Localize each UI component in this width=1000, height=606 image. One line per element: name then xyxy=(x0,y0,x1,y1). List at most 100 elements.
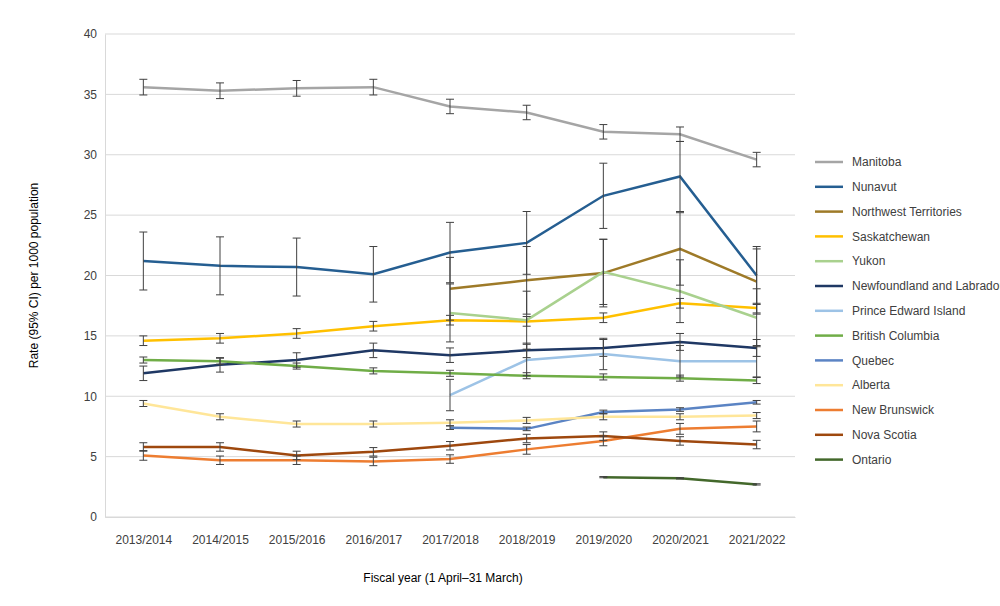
y-tick-label: 15 xyxy=(84,329,98,343)
error-bar-stem xyxy=(603,313,604,323)
error-bar-cap xyxy=(446,283,454,284)
legend-item: Manitoba xyxy=(815,155,902,169)
error-bar-cap xyxy=(139,460,147,461)
error-bar-cap xyxy=(753,248,761,249)
error-bar-cap xyxy=(599,476,607,477)
error-bar-cap xyxy=(523,343,531,344)
error-bar xyxy=(446,348,454,362)
error-bar-stem xyxy=(450,442,451,450)
error-bar-stem xyxy=(143,443,144,451)
grid-line xyxy=(105,215,795,216)
error-bar-cap xyxy=(523,378,531,379)
error-bar xyxy=(676,408,684,412)
error-bar xyxy=(523,291,531,349)
error-bar-cap xyxy=(139,289,147,290)
legend-label: Nunavut xyxy=(852,180,897,194)
error-bar-cap xyxy=(446,441,454,442)
error-bar-cap xyxy=(216,364,224,365)
error-bar-stem xyxy=(296,451,297,459)
error-bar-cap xyxy=(599,413,607,414)
error-bar-stem xyxy=(220,333,221,343)
error-bar xyxy=(216,358,224,364)
error-bar-cap xyxy=(523,417,531,418)
error-bar-cap xyxy=(599,410,607,411)
legend-swatch xyxy=(815,384,843,387)
y-tick: 10 xyxy=(84,390,105,404)
error-bar-cap xyxy=(599,445,607,446)
legend: ManitobaNunavutNorthwest TerritoriesSask… xyxy=(815,155,1000,467)
error-bar-cap xyxy=(216,442,224,443)
error-bar-cap xyxy=(599,139,607,140)
error-bar xyxy=(369,421,377,427)
error-bar-cap xyxy=(523,423,531,424)
error-bar-cap xyxy=(753,448,761,449)
y-axis-title: Rate (95% CI) per 1000 population xyxy=(27,183,41,368)
error-bar-cap xyxy=(369,457,377,458)
error-bar-cap xyxy=(676,436,684,437)
legend-label: Alberta xyxy=(852,378,890,392)
error-bar xyxy=(216,414,224,420)
error-bar-cap xyxy=(293,352,301,353)
error-bar-cap xyxy=(599,369,607,370)
error-bar-cap xyxy=(446,376,454,377)
error-bar-cap xyxy=(523,444,531,445)
error-bar xyxy=(599,163,607,228)
error-bar-cap xyxy=(369,357,377,358)
error-bar-cap xyxy=(446,99,454,100)
legend-swatch xyxy=(815,186,843,189)
error-bar-cap xyxy=(753,440,761,441)
legend-item: Nunavut xyxy=(815,180,897,194)
error-bar-cap xyxy=(369,79,377,80)
legend-swatch xyxy=(815,458,843,461)
error-bar-cap xyxy=(369,321,377,322)
error-bar xyxy=(293,329,301,339)
error-bar-stem xyxy=(296,329,297,339)
error-bar xyxy=(523,417,531,423)
error-bar xyxy=(523,445,531,455)
error-bar-cap xyxy=(753,485,761,486)
y-tick-label: 10 xyxy=(84,390,98,404)
error-bar xyxy=(676,423,684,434)
error-bar-cap xyxy=(139,442,147,443)
error-bar xyxy=(599,313,607,323)
error-bar-cap xyxy=(446,113,454,114)
error-bar xyxy=(523,344,531,375)
error-bar-stem xyxy=(756,289,757,347)
x-tick-label: 2017/2018 xyxy=(422,533,479,547)
error-bar-stem xyxy=(373,321,374,331)
error-bar-cap xyxy=(676,126,684,127)
error-bar-cap xyxy=(369,373,377,374)
error-bar xyxy=(293,80,301,96)
legend-swatch xyxy=(815,285,843,288)
error-bar-cap xyxy=(369,447,377,448)
error-bar xyxy=(446,455,454,463)
error-bar-cap xyxy=(753,288,761,289)
error-bar-stem xyxy=(143,79,144,95)
error-bar-cap xyxy=(753,418,761,419)
error-bar-cap xyxy=(676,259,684,260)
error-bar-stem xyxy=(526,291,527,349)
x-tick: 2020/2021 xyxy=(652,517,709,547)
error-bar-stem xyxy=(526,373,527,379)
error-bar xyxy=(753,346,761,377)
error-bar-cap xyxy=(676,434,684,435)
error-bar-cap xyxy=(676,322,684,323)
error-bar-cap xyxy=(523,454,531,455)
error-bar-cap xyxy=(216,343,224,344)
y-tick-label: 0 xyxy=(90,510,97,524)
error-bar xyxy=(139,232,147,290)
error-bar-cap xyxy=(446,425,454,426)
error-bar-stem xyxy=(526,434,527,442)
error-bar-stem xyxy=(220,358,221,372)
error-bar-stem xyxy=(143,366,144,380)
error-bar-cap xyxy=(753,166,761,167)
error-bar xyxy=(676,127,684,141)
error-bar-stem xyxy=(373,247,374,303)
grid xyxy=(105,34,795,517)
error-bar xyxy=(599,414,607,420)
error-bar xyxy=(676,478,684,479)
error-bar-cap xyxy=(369,302,377,303)
error-bar-cap xyxy=(753,400,761,401)
error-bar-cap xyxy=(216,413,224,414)
error-bar-cap xyxy=(676,413,684,414)
